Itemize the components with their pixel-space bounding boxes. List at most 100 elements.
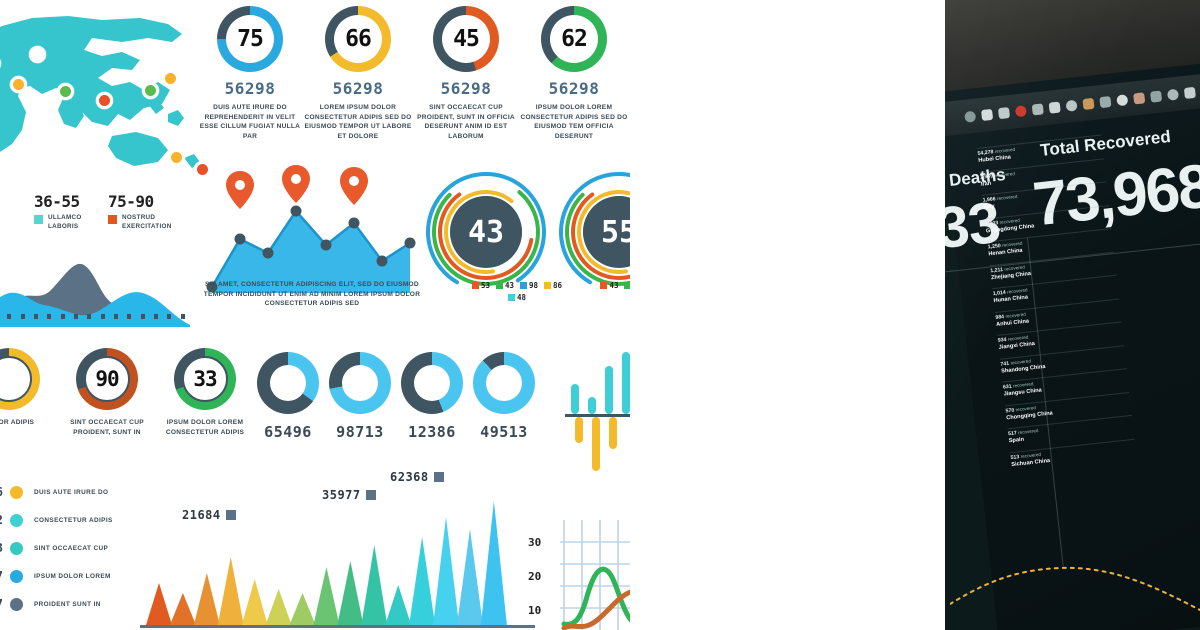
circle-gauge-caption: DOLOR ADIPIS xyxy=(0,419,35,426)
recovered-word: recovered xyxy=(1001,240,1023,248)
mountain-label-marker xyxy=(433,472,444,482)
center-plot-panel: 1 LITH ShaleSandstoneSandstone/ShaleLime… xyxy=(630,0,945,630)
tick-dot xyxy=(20,314,25,319)
mini-bar-down-2 xyxy=(609,417,617,449)
mountain-peak-1 xyxy=(169,593,196,625)
circle-gauge-value: 90 xyxy=(95,367,119,391)
recovered-word: recovered xyxy=(1007,334,1029,342)
dock-icon-8[interactable] xyxy=(1099,96,1112,109)
gauge-total: 56298 xyxy=(224,79,276,98)
mountain-peak-5 xyxy=(265,589,292,625)
legend-value: 43 xyxy=(609,281,619,290)
multiring-legend-item: 43 xyxy=(600,281,618,290)
recovered-word: recovered xyxy=(994,146,1016,155)
legend-text: DUIS AUTE IRURE DO xyxy=(34,488,109,496)
map-pin-5 xyxy=(142,82,159,99)
dock-icon-12[interactable] xyxy=(1166,88,1180,101)
recovered-word: recovered xyxy=(996,193,1018,202)
legend-text: CONSECTETUR ADIPIS xyxy=(34,516,113,524)
circle-gauge-ring: 90 xyxy=(76,348,138,410)
tick-dot xyxy=(7,314,12,319)
recovered-word: recovered xyxy=(994,170,1016,178)
circle-gauge-inner: 90 xyxy=(84,356,130,402)
dock-icon-5[interactable] xyxy=(1048,101,1061,114)
recovered-word: recovered xyxy=(1020,451,1042,459)
dock-icon-9[interactable] xyxy=(1116,94,1129,107)
legend-number: 2 xyxy=(0,513,3,527)
recovered-word: recovered xyxy=(999,217,1021,225)
legend-text: PROIDENT SUNT IN xyxy=(34,600,101,608)
dock-icon-6[interactable] xyxy=(1065,99,1078,112)
mini-bar-up-3 xyxy=(622,352,630,414)
mountain-peak-6 xyxy=(289,593,316,625)
legend-number: 3 xyxy=(0,541,3,555)
legend-number: 7 xyxy=(0,569,3,583)
range-item-0: 36-55 ULLAMCO LABORIS xyxy=(34,192,82,231)
multiring-55: 55 xyxy=(557,170,630,294)
legend-value: 53 xyxy=(480,281,490,290)
line-chart-ytick-20: 20 xyxy=(528,570,542,583)
range-label: NOSTRUD EXERCITATION xyxy=(122,214,172,230)
multiring-43: 43 xyxy=(424,170,548,294)
donut-ring xyxy=(401,352,463,414)
dock-icon-2[interactable] xyxy=(997,107,1011,120)
mountain-peak-9 xyxy=(361,545,388,625)
photo-bottom-curve xyxy=(950,566,1200,611)
gauge-ring: 66 xyxy=(325,6,391,72)
circle-gauge-caption: IPSUM DOLOR LOREM CONSECTETUR ADIPIS xyxy=(165,419,245,436)
gauge-total: 56298 xyxy=(332,79,384,98)
dock-icon-0[interactable] xyxy=(964,110,977,123)
gauge-hole: 62 xyxy=(550,15,598,63)
range-item-1: 75-90 NOSTRUD EXERCITATION xyxy=(108,192,172,231)
legend-value: 86 xyxy=(553,281,563,290)
gauge-value: 66 xyxy=(345,26,372,52)
gauge-total: 56298 xyxy=(440,79,492,98)
mountain-label-marker xyxy=(365,490,376,500)
gauge-ring: 62 xyxy=(541,6,607,72)
dock-icon-10[interactable] xyxy=(1133,92,1146,105)
recovered-word: recovered xyxy=(1006,287,1028,295)
donut-hole xyxy=(414,365,450,401)
multiring-55-value: 55 xyxy=(583,196,630,268)
donut-label: 12386 xyxy=(408,423,456,441)
dock-icon-13[interactable] xyxy=(1183,86,1196,99)
dock-icon-7[interactable] xyxy=(1082,97,1095,110)
tick-dot xyxy=(33,314,39,319)
mountain-peak-4 xyxy=(241,579,268,625)
bottom-legend-item-3: 7 IPSUM DOLOR LOREM xyxy=(0,562,156,590)
donut-ring xyxy=(329,352,391,414)
dock-icon-4[interactable] xyxy=(1031,103,1044,116)
donut-2: 12386 xyxy=(396,352,468,452)
tick-dot xyxy=(73,314,79,319)
map-pin-6 xyxy=(162,70,179,87)
map-pin-4 xyxy=(96,92,113,109)
legend-text: SINT OCCAECAT CUP xyxy=(34,544,109,552)
legend-value: 43 xyxy=(504,281,514,290)
multiring-legend-item: 53 xyxy=(471,281,490,290)
world-map xyxy=(0,8,211,178)
legend-swatch xyxy=(471,282,479,289)
donut-label: 65496 xyxy=(264,423,312,441)
legend-value: 98 xyxy=(529,281,539,290)
mountain-peak-12 xyxy=(433,517,460,625)
gauge-value: 62 xyxy=(561,26,588,52)
mini-bar-up-0 xyxy=(571,384,579,414)
recovered-word: recovered xyxy=(1010,357,1032,366)
mountain-peak-7 xyxy=(313,567,340,625)
mountain-peak-0 xyxy=(146,583,172,625)
recovered-word: recovered xyxy=(1017,428,1039,436)
donut-row: 65496 98713 12386 49513 xyxy=(252,352,540,452)
legend-dot xyxy=(10,485,23,499)
tick-dot xyxy=(167,314,172,319)
map-pin-3 xyxy=(57,83,74,100)
dock-icon-1[interactable] xyxy=(981,108,994,122)
gauge-0: 75 56298 DUIS AUTE IRURE DO REPREHENDERIT … xyxy=(196,6,304,152)
dock-icon-11[interactable] xyxy=(1150,90,1163,103)
donut-hole xyxy=(342,365,378,401)
legend-dot xyxy=(10,597,23,611)
circle-gauge-inner xyxy=(0,356,32,402)
dock-icon-3[interactable] xyxy=(1014,105,1027,118)
legend-swatch xyxy=(544,282,552,289)
mountain-peak-14 xyxy=(480,501,507,625)
